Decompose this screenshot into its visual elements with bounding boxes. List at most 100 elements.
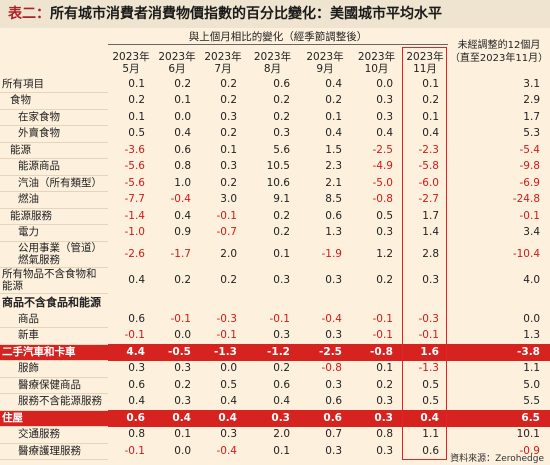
value-cell: 0.4 xyxy=(376,127,393,139)
value-cell: 0.6 xyxy=(273,378,290,391)
value-cell: 0.0 xyxy=(174,329,191,341)
yoy-cell: 5.3 xyxy=(523,127,540,139)
value-cell: 0.4 xyxy=(325,127,342,139)
value-cell: 2.0 xyxy=(273,428,290,440)
value-cell: 10.6 xyxy=(266,176,290,189)
value-cell: 0.4 xyxy=(402,125,448,142)
month-header-line: 2023年 xyxy=(357,50,396,63)
value-cell: -0.1 xyxy=(269,312,291,325)
table-row: 服務不含能源服務 0.4 0.3 0.4 0.4 0.6 0.3 0.5 5.5 xyxy=(0,393,550,411)
value-cell: 0.8 xyxy=(174,160,191,172)
row-label: 能源服務 xyxy=(0,208,108,225)
value-cell: -0.4 xyxy=(216,444,238,457)
value-cell: -0.3 xyxy=(402,311,448,328)
value-cell: 0.4 xyxy=(174,209,191,222)
table-row: 食物 0.2 0.1 0.2 0.2 0.2 0.3 0.2 2.9 xyxy=(0,92,550,110)
yoy-header-line1: 未經調整的12個月 xyxy=(457,39,541,51)
table-row: 能源商品 -5.6 0.8 0.3 10.5 2.3 -4.9 -5.8 -9.8 xyxy=(0,158,550,176)
value-cell: 0.5 xyxy=(220,378,237,391)
value-cell: 0.2 xyxy=(273,94,290,106)
value-cell: 2.1 xyxy=(325,176,342,189)
month-header-line: 2023年 xyxy=(253,50,292,63)
row-label-line: 燃氣服務 xyxy=(18,254,60,266)
section-label: 商品不含食品和能源 xyxy=(2,295,101,309)
month-header-line: 5月 xyxy=(122,62,140,75)
value-cell: 0.2 xyxy=(220,176,237,189)
value-cell: 0.1 xyxy=(128,77,145,90)
value-cell: -0.1 xyxy=(170,312,192,325)
row-label-line: 公用事業（管道） xyxy=(18,242,102,254)
value-cell: 0.2 xyxy=(376,378,393,391)
value-cell: 2.8 xyxy=(402,241,448,267)
month-header: 2023年 6月 xyxy=(154,45,200,77)
month-header-line: 2023年 xyxy=(112,50,150,63)
table-row: 二手汽車和卡車 4.4 -0.5 -1.3 -1.2 -2.5 -0.8 1.6 -3.8 xyxy=(0,344,550,361)
table-row: 醫療護理服務 -0.1 0.0 -0.4 0.1 0.3 0.3 0.6 -0.9 xyxy=(0,443,550,460)
row-label: 醫療保健商品 xyxy=(0,377,108,394)
value-cell: 0.3 xyxy=(376,444,393,457)
value-cell: 1.2 xyxy=(376,248,393,260)
table-row: 在家食物 0.1 0.0 0.3 0.2 0.1 0.3 0.1 1.7 xyxy=(0,109,550,126)
month-header-line: 10月 xyxy=(364,62,389,75)
row-label: 電力 xyxy=(0,224,108,242)
row-label: 服務不含能源服務 xyxy=(0,393,108,411)
row-label: 汽油（所有類型） xyxy=(0,175,108,192)
value-cell: 0.3 xyxy=(246,410,299,427)
row-label: 外賣食物 xyxy=(0,125,108,143)
value-cell: 4.4 xyxy=(108,344,154,361)
value-cell: -2.6 xyxy=(124,248,146,260)
value-cell: 0.7 xyxy=(325,428,342,440)
value-cell: 0.1 xyxy=(174,94,191,106)
row-label: 燃油 xyxy=(0,191,108,209)
table-row: 能源 -3.6 0.6 0.1 5.6 1.5 -2.5 -2.3 -5.4 xyxy=(0,142,550,159)
value-cell: 0.3 xyxy=(220,428,237,440)
value-cell: 0.1 xyxy=(220,143,237,156)
value-cell: 0.8 xyxy=(128,428,145,440)
row-label: 所有物品不含食物和 能源 xyxy=(0,267,108,294)
month-header-line: 2023年 xyxy=(306,50,344,63)
table-row: 新車 -0.1 0.0 -0.1 0.3 0.3 -0.1 -0.1 1.3 xyxy=(0,327,550,345)
value-cell: -5.8 xyxy=(402,158,448,175)
value-cell: 0.3 xyxy=(325,274,342,286)
table-row: 所有物品不含食物和 能源 0.4 0.2 0.2 0.3 0.3 0.2 0.3 4.0 xyxy=(0,267,550,294)
value-cell: -1.3 xyxy=(200,344,246,361)
table-row: 汽油（所有類型） -5.6 1.0 0.2 10.6 2.1 -5.0 -6.0 -6.9 xyxy=(0,175,550,192)
value-cell: -0.1 xyxy=(124,329,146,341)
value-cell: 0.2 xyxy=(174,77,191,90)
value-cell: 0.1 xyxy=(273,248,290,260)
table-row: 能源服務 -1.4 0.4 -0.1 0.2 0.6 0.5 1.7 -0.1 xyxy=(0,208,550,225)
table-row: 外賣食物 0.5 0.4 0.2 0.3 0.4 0.4 0.4 5.3 xyxy=(0,125,550,143)
value-cell: -2.5 xyxy=(372,143,394,156)
value-cell: 0.2 xyxy=(273,209,290,222)
row-label: 能源 xyxy=(0,142,108,159)
value-cell: 0.1 xyxy=(325,110,342,123)
source-note: 資料來源：Zerohedge xyxy=(450,454,544,464)
yoy-cell: 3.1 xyxy=(523,77,540,90)
yoy-cell: 1.1 xyxy=(523,362,540,374)
value-cell: -4.9 xyxy=(372,160,394,172)
table-row: 醫療保健商品 0.6 0.2 0.5 0.6 0.3 0.2 0.5 5.0 xyxy=(0,377,550,394)
row-label: 住屋 xyxy=(0,410,108,427)
month-header: 2023年 8月 xyxy=(246,45,299,77)
value-cell: -5.6 xyxy=(124,160,146,172)
value-cell: -0.1 xyxy=(372,329,394,341)
value-cell: 0.0 xyxy=(174,110,191,123)
month-header: 2023年 7月 xyxy=(200,45,246,77)
value-cell: 0.4 xyxy=(128,395,145,407)
value-cell: -0.8 xyxy=(321,362,343,374)
yoy-cell: 3.4 xyxy=(523,226,540,238)
table-row: 住屋 0.6 0.4 0.4 0.3 0.6 0.3 0.4 6.5 xyxy=(0,410,550,427)
yoy-cell: -6.9 xyxy=(519,176,541,189)
value-cell: -7.7 xyxy=(124,193,146,205)
table-row: 交通服務 0.8 0.1 0.3 2.0 0.7 0.8 1.1 10.1 xyxy=(0,426,550,444)
value-cell: -1.3 xyxy=(402,360,448,377)
value-cell: 0.3 xyxy=(220,110,237,123)
value-cell: -6.0 xyxy=(402,175,448,192)
row-label: 所有項目 xyxy=(0,76,108,93)
value-cell: 0.2 xyxy=(220,77,237,90)
value-cell: 0.3 xyxy=(174,395,191,407)
month-header: 2023年 5月 xyxy=(108,45,154,77)
value-cell: 9.1 xyxy=(273,193,290,205)
yoy-cell: -9.8 xyxy=(519,160,541,172)
value-cell: 0.2 xyxy=(220,94,237,106)
